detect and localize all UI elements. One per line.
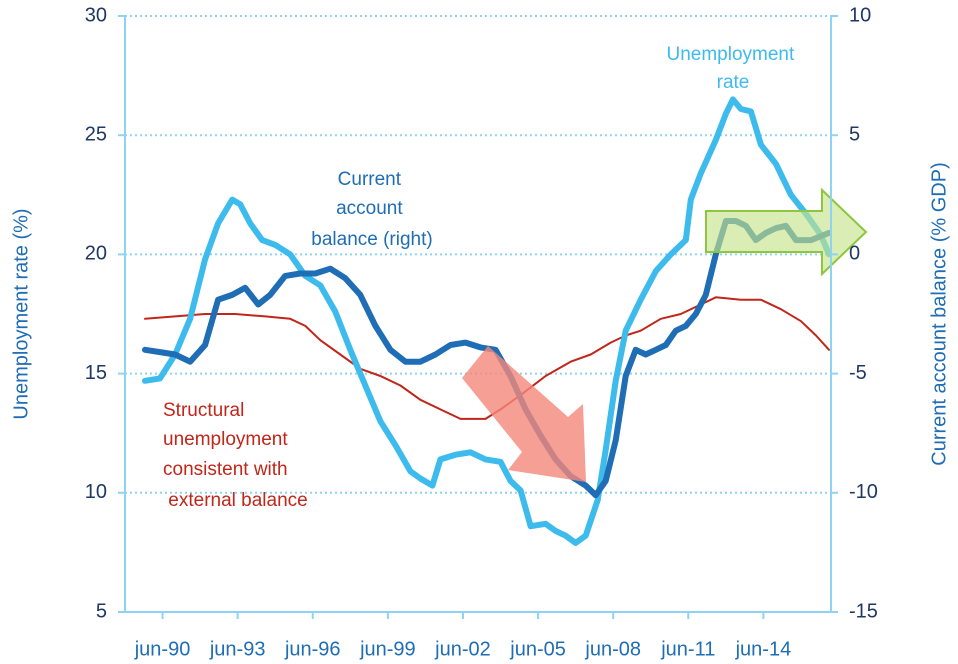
annotation-line: balance (right) — [311, 229, 432, 250]
annotation-line: Current — [338, 169, 402, 190]
annotation-line: account — [336, 198, 403, 219]
y-tick-label: 15 — [85, 362, 107, 384]
y-tick-label: 10 — [85, 481, 107, 503]
annotation-line: external balance — [163, 490, 308, 511]
annotation-line: rate — [717, 72, 750, 93]
x-tick-label: jun-90 — [134, 638, 191, 660]
y2-tick-label: -10 — [849, 481, 878, 503]
x-tick-label: jun-99 — [359, 638, 416, 660]
annotation-line: unemployment — [163, 429, 288, 450]
y2-tick-label: 10 — [849, 4, 871, 26]
x-tick-label: jun-08 — [584, 638, 641, 660]
annotation-line: consistent with — [163, 459, 288, 480]
y2-tick-label: 0 — [849, 243, 860, 265]
y2-tick-label: -15 — [849, 600, 878, 622]
annotation: Structural unemployment consistent with … — [0, 0, 324, 511]
y2-axis-label: Current account balance (% GDP) — [928, 162, 950, 465]
x-tick-label: jun-05 — [509, 638, 566, 660]
green-arrow — [705, 187, 868, 277]
y2-tick-label: -5 — [849, 362, 867, 384]
x-tick-label: jun-14 — [735, 638, 792, 660]
y-tick-label: 30 — [85, 4, 107, 26]
annotation: Current account balance (right) — [311, 169, 432, 250]
annotation: Unemployment rate — [666, 44, 799, 93]
annotation-line: Structural — [163, 400, 244, 421]
y-tick-label: 5 — [96, 600, 107, 622]
annotation-line: Unemployment — [666, 44, 794, 65]
y-tick-label: 20 — [85, 243, 107, 265]
red-arrow — [462, 346, 586, 482]
x-tick-label: jun-93 — [209, 638, 266, 660]
x-tick-label: jun-96 — [284, 638, 341, 660]
y-axis-label: Unemployment rate (%) — [10, 208, 32, 419]
axes: 5 10 15 20 25 30 -15 -10 -5 0 5 10 jun-90 jun-93 jun-9… — [85, 4, 878, 660]
x-tick-label: jun-11 — [660, 638, 715, 660]
x-tick-label: jun-02 — [434, 638, 491, 660]
series-line — [142, 96, 832, 546]
y-tick-label: 25 — [85, 123, 107, 145]
y2-tick-label: 5 — [849, 123, 860, 145]
